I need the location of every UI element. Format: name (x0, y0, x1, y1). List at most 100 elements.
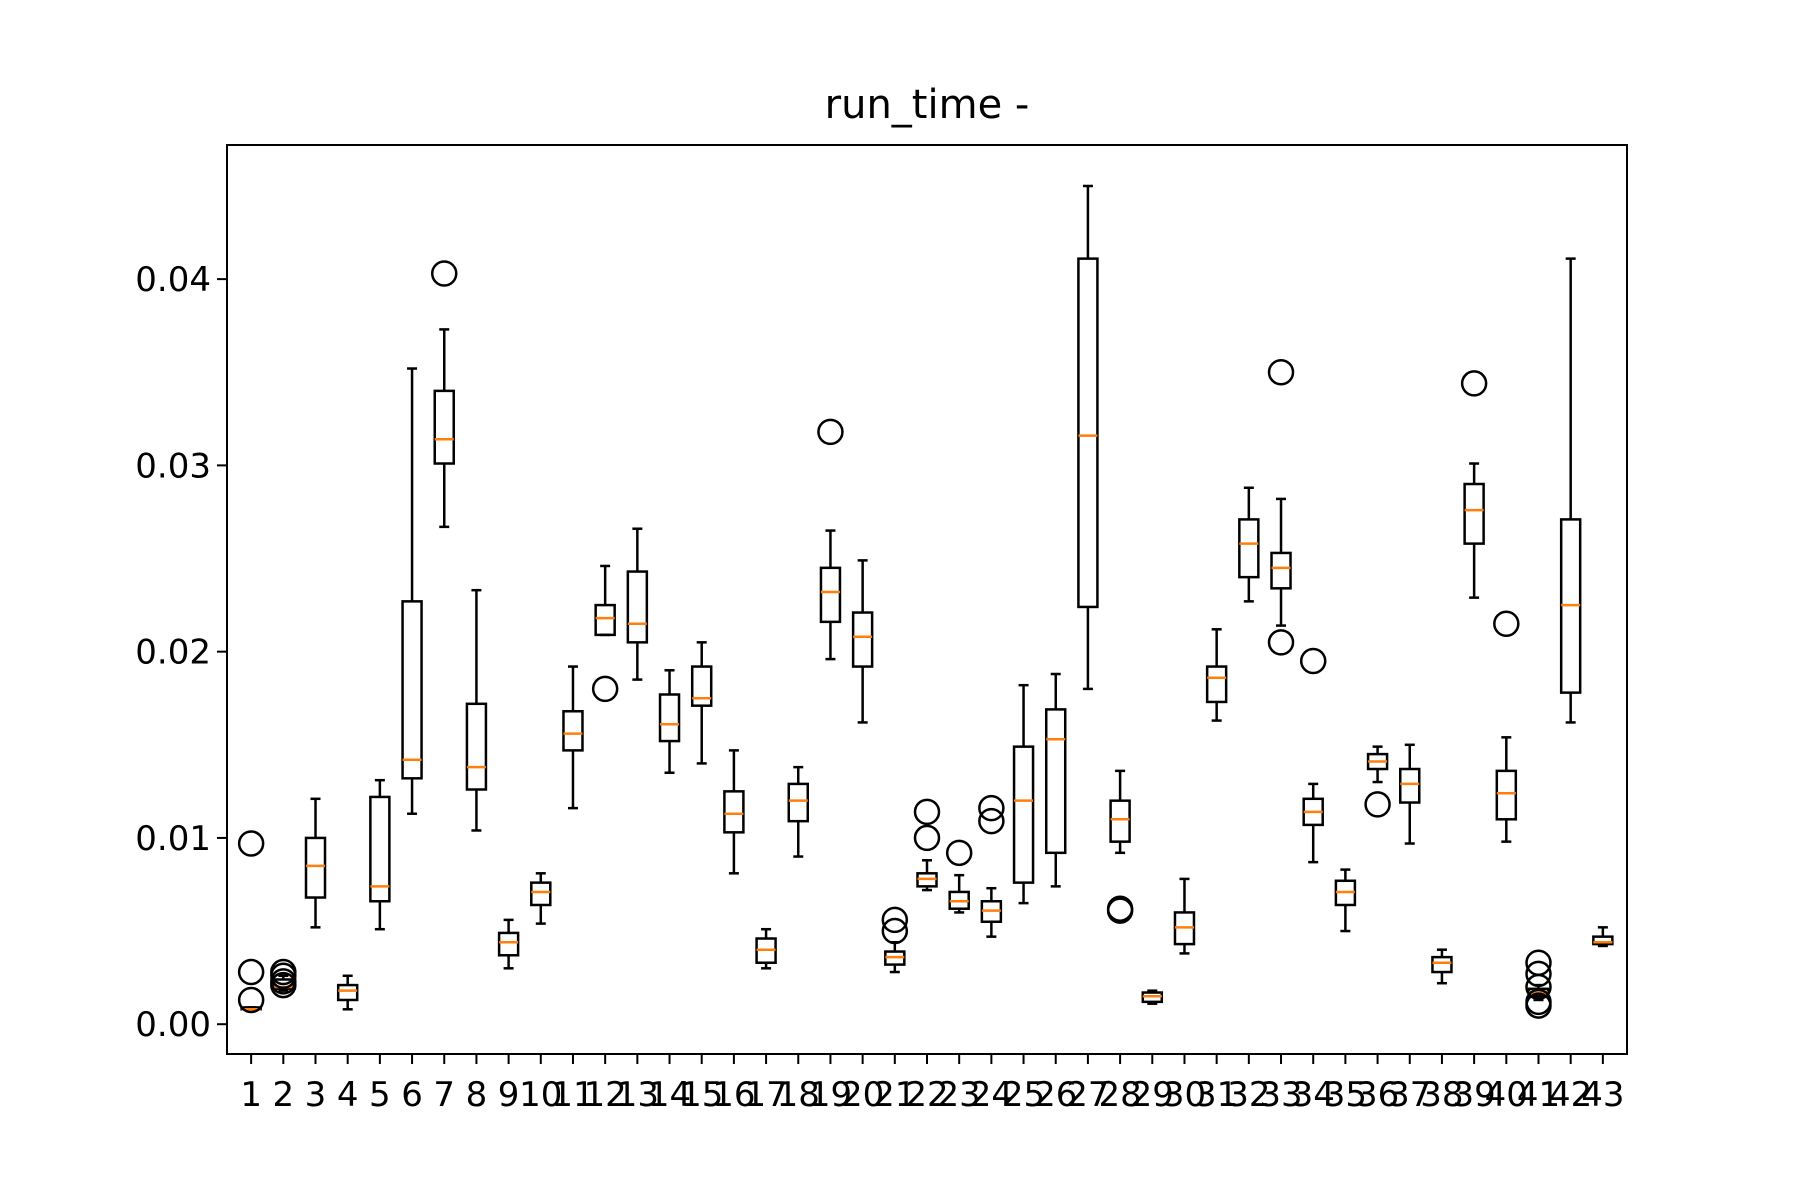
box-16 (723, 749, 745, 875)
x-tick-label: 20 (841, 1075, 884, 1115)
box-33 (1267, 359, 1295, 656)
box-body (723, 790, 745, 834)
box-body (690, 665, 713, 707)
box-body (1205, 665, 1228, 704)
x-tick-label: 21 (873, 1075, 916, 1115)
outlier-point (237, 830, 265, 857)
outlier-point (913, 824, 941, 852)
box-body (465, 702, 488, 791)
y-tick-label: 0.03 (135, 446, 211, 486)
x-tick-label: 17 (744, 1075, 787, 1115)
box-body (336, 983, 359, 1002)
box-4 (336, 974, 359, 1011)
box-body (1270, 551, 1292, 590)
box-30 (1173, 877, 1196, 955)
box-body (1463, 482, 1485, 545)
x-tick-label: 31 (1195, 1075, 1238, 1115)
box-body (497, 931, 520, 957)
x-tick-label: 33 (1259, 1075, 1302, 1115)
x-tick-label: 41 (1517, 1075, 1560, 1115)
box-9 (497, 918, 520, 970)
outlier-point (1493, 610, 1520, 637)
y-tick-label: 0.00 (135, 1005, 211, 1045)
x-tick-label: 30 (1163, 1075, 1206, 1115)
plot-area-frame (226, 144, 1628, 1055)
x-tick-label: 13 (616, 1075, 659, 1115)
outlier-point (430, 260, 458, 287)
box-body (819, 566, 842, 624)
box-24 (978, 794, 1005, 938)
box-body (1592, 935, 1614, 946)
outlier-point (978, 794, 1005, 822)
x-tick-label: 22 (905, 1075, 948, 1115)
box-26 (1044, 672, 1067, 888)
box-41 (1525, 949, 1552, 1019)
x-tick-label: 8 (466, 1075, 488, 1115)
x-tick-label: 16 (712, 1075, 755, 1115)
x-tick-label: 1 (240, 1075, 262, 1115)
x-tick-label: 4 (337, 1075, 359, 1115)
box-29 (1141, 989, 1164, 1005)
box-20 (851, 559, 874, 724)
box-body (562, 710, 584, 752)
x-tick-label: 14 (648, 1075, 691, 1115)
x-tick-label: 23 (938, 1075, 981, 1115)
x-tick-label: 7 (433, 1075, 455, 1115)
box-body (1238, 518, 1260, 579)
box-34 (1299, 647, 1327, 864)
x-tick-label: 3 (305, 1075, 327, 1115)
box-17 (755, 927, 777, 970)
outlier-point (1299, 647, 1327, 675)
x-tick-label: 18 (777, 1075, 820, 1115)
x-tick-label: 9 (498, 1075, 520, 1115)
box-body (658, 693, 681, 743)
x-tick-label: 42 (1549, 1075, 1592, 1115)
outlier-point (1525, 960, 1552, 988)
box-43 (1592, 926, 1614, 948)
box-40 (1493, 610, 1520, 843)
box-36 (1364, 745, 1391, 818)
box-35 (1334, 868, 1357, 933)
box-body (787, 782, 810, 823)
boxes-group (237, 184, 1614, 1019)
x-tick-label: 19 (809, 1075, 852, 1115)
box-3 (304, 797, 327, 929)
outlier-point (1525, 992, 1552, 1019)
x-tick-label: 15 (680, 1075, 723, 1115)
box-32 (1238, 486, 1260, 603)
box-27 (1077, 184, 1099, 691)
x-tick-label: 28 (1098, 1075, 1141, 1115)
x-tick-label: 36 (1356, 1075, 1399, 1115)
box-8 (465, 588, 488, 832)
box-body (1431, 955, 1453, 974)
box-14 (658, 669, 681, 774)
x-tick-label: 43 (1581, 1075, 1624, 1115)
box-body (401, 600, 423, 780)
box-12 (591, 564, 619, 703)
box-body (851, 611, 874, 668)
outlier-point (237, 958, 265, 986)
box-5 (369, 778, 391, 931)
box-10 (530, 872, 552, 925)
box-body (433, 389, 455, 465)
box-21 (881, 906, 909, 974)
x-tick-label: 35 (1324, 1075, 1367, 1115)
box-22 (913, 798, 941, 892)
y-tick-label: 0.02 (135, 633, 211, 673)
box-11 (562, 665, 584, 810)
x-tick-label: 5 (369, 1075, 391, 1115)
box-13 (626, 527, 649, 681)
outlier-point (881, 906, 909, 934)
box-body (626, 570, 649, 644)
box-38 (1431, 948, 1453, 985)
outlier-point (270, 971, 297, 999)
outlier-point (237, 986, 265, 1014)
box-body (369, 795, 391, 903)
y-axis: 0.00 0.01 0.02 0.03 0.04 (135, 260, 227, 1045)
outlier-point (1364, 791, 1391, 818)
box-2 (270, 958, 297, 999)
x-tick-label: 6 (401, 1075, 423, 1115)
x-tick-label: 37 (1388, 1075, 1431, 1115)
